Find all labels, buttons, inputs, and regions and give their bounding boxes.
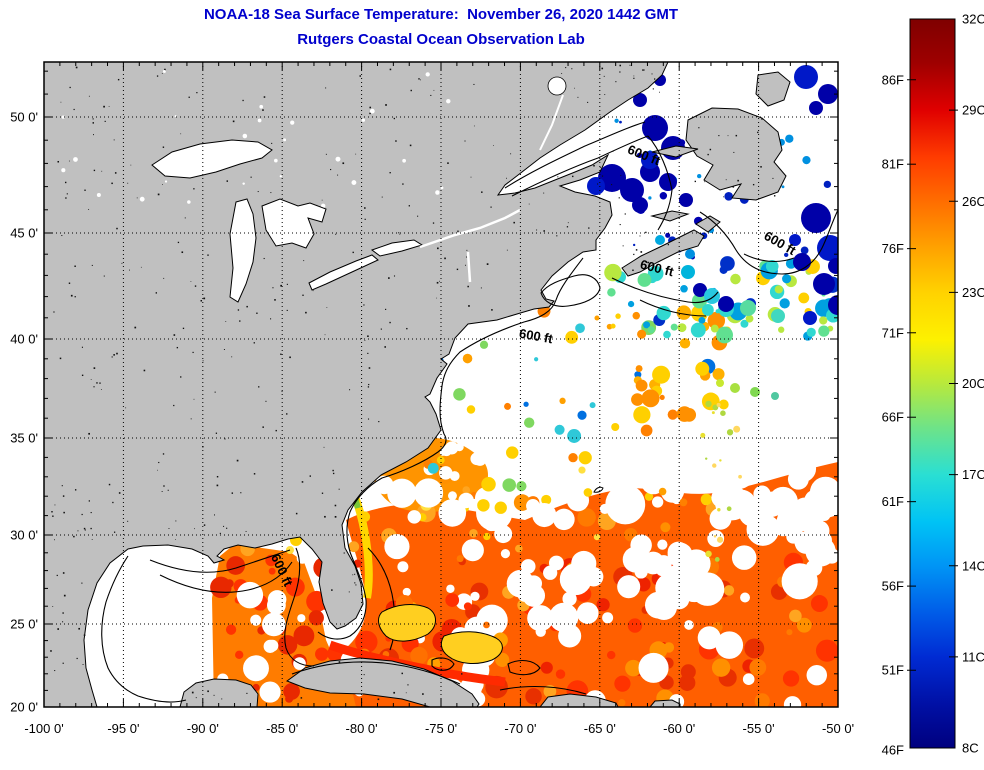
x-tick-label: -55 0' — [743, 721, 775, 736]
x-tick-label: -60 0' — [663, 721, 695, 736]
figure-title: NOAA-18 Sea Surface Temperature: Novembe… — [203, 6, 679, 23]
colorbar-celsius-label: 29C — [962, 103, 984, 118]
colorbar-fahrenheit-label: 46F — [882, 743, 904, 758]
cuba — [285, 657, 480, 707]
x-tick-label: -50 0' — [822, 721, 854, 736]
bahama-bank — [378, 604, 436, 642]
y-tick-label: 50 0' — [10, 110, 38, 125]
hispaniola — [539, 693, 619, 707]
st-lawrence-river — [419, 208, 521, 249]
depth-contour-label: 600 ft — [518, 326, 555, 347]
colorbar-celsius-label: 26C — [962, 194, 984, 209]
x-tick-label: -80 0' — [346, 721, 378, 736]
gridlines — [44, 62, 838, 707]
x-tick-label: -70 0' — [504, 721, 536, 736]
cape-breton — [695, 215, 721, 233]
land — [44, 62, 791, 707]
x-tick-label: -95 0' — [107, 721, 139, 736]
y-tick-label: 35 0' — [10, 431, 38, 446]
colorbar-celsius-label: 23C — [962, 285, 984, 300]
newfoundland — [685, 107, 787, 201]
lake-erie — [308, 254, 379, 291]
great-lakes — [151, 76, 567, 303]
nova-scotia — [621, 229, 705, 277]
x-axis-labels: -100 0' -95 0' -90 0' -85 0' -80 0' -75 0' -70… — [24, 721, 854, 736]
figure-header: NOAA-18 Sea Surface Temperature: Novembe… — [44, 6, 838, 48]
colorbar: 32C 29C 26C 23C 20C 17C 14C 11C 8C 86F 81F 76F 71F 66… — [882, 12, 984, 758]
saguenay-river — [539, 94, 564, 151]
x-tick-label: -65 0' — [584, 721, 616, 736]
x-tick-label: -75 0' — [425, 721, 457, 736]
x-tick-label: -85 0' — [266, 721, 298, 736]
bermuda — [593, 486, 604, 493]
x-tick-label: -90 0' — [187, 721, 219, 736]
lake-champlain — [466, 251, 472, 283]
colorbar-celsius-label: 17C — [962, 467, 984, 482]
colorbar-fahrenheit-label: 86F — [882, 72, 904, 87]
axes — [43, 61, 839, 708]
colorbar-fahrenheit-label: 71F — [882, 325, 904, 340]
labrador-coast — [755, 71, 791, 107]
colorbar-fahrenheit-label: 56F — [882, 579, 904, 594]
anticosti-island — [651, 145, 699, 158]
lac-saint-jean — [547, 76, 567, 96]
lake-superior — [151, 139, 273, 179]
lake-michigan — [229, 198, 257, 303]
colorbar-fahrenheit-label: 61F — [882, 494, 904, 509]
yucatan — [179, 678, 259, 707]
puerto-rico — [649, 699, 681, 707]
figure-subtitle: Rutgers Coastal Ocean Observation Lab — [297, 31, 585, 48]
y-tick-label: 40 0' — [10, 332, 38, 347]
colorbar-gradient — [909, 18, 956, 749]
colorbar-fahrenheit-label: 76F — [882, 241, 904, 256]
colorbar-celsius-label: 11C — [962, 649, 984, 664]
colorbar-fahrenheit-label: 66F — [882, 410, 904, 425]
colorbar-fahrenheit-label: 51F — [882, 663, 904, 678]
y-tick-label: 20 0' — [10, 700, 38, 715]
colorbar-celsius-label: 8C — [962, 741, 979, 756]
y-axis-labels: 20 0' 25 0' 30 0' 35 0' 40 0' 45 0' 50 0' — [10, 110, 38, 715]
colorbar-celsius-label: 32C — [962, 12, 984, 27]
colorbar-fahrenheit-label: 81F — [882, 157, 904, 172]
colorbar-celsius-label: 20C — [962, 376, 984, 391]
colorbar-celsius-label: 14C — [962, 558, 984, 573]
y-tick-label: 25 0' — [10, 617, 38, 632]
x-tick-label: -100 0' — [24, 721, 63, 736]
mainland — [44, 62, 669, 707]
y-tick-label: 45 0' — [10, 226, 38, 241]
bahama-bank — [440, 631, 503, 664]
y-tick-label: 30 0' — [10, 528, 38, 543]
lake-huron — [261, 198, 327, 249]
depth-contours — [101, 121, 838, 703]
